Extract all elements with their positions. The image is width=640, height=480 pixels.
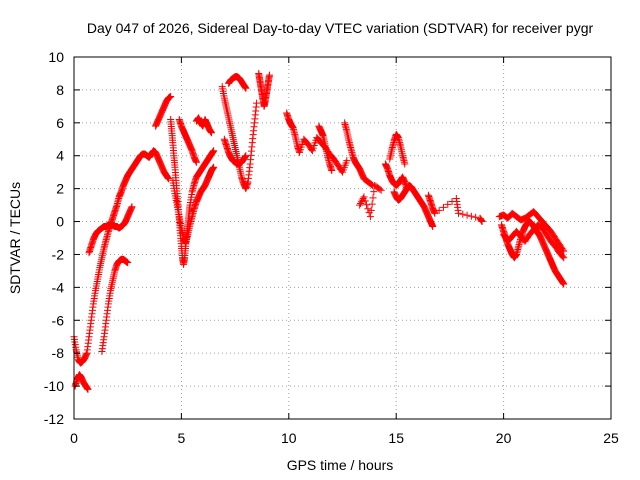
data-point [559, 253, 567, 261]
data-point [370, 188, 378, 196]
data-point [369, 194, 377, 202]
data-point [343, 157, 351, 165]
series-track-l [225, 73, 250, 92]
data-point [242, 152, 250, 160]
data-point [431, 209, 439, 217]
y-tick-label: 10 [48, 49, 64, 65]
series-track-t [390, 181, 437, 230]
x-axis-title: GPS time / hours [287, 457, 394, 473]
axis-ticks [73, 56, 612, 420]
data-point [560, 254, 568, 262]
x-tick-label: 20 [496, 430, 512, 446]
data-point [459, 210, 467, 218]
y-tick-label: 0 [56, 214, 64, 230]
data-point [358, 196, 366, 204]
data-point [356, 201, 364, 209]
data-point [210, 147, 218, 155]
series-track-k [220, 135, 250, 168]
data-point [328, 167, 336, 175]
data-point [560, 280, 568, 288]
y-tick-label: 6 [56, 115, 64, 131]
data-point [439, 203, 447, 211]
data-point [124, 259, 132, 267]
series-track-v [497, 218, 568, 288]
data-points [70, 69, 568, 393]
data-point [207, 129, 215, 137]
data-point [366, 213, 374, 221]
x-tick-label: 5 [178, 430, 186, 446]
data-point [478, 218, 486, 226]
data-point [454, 209, 462, 217]
data-point [210, 163, 218, 171]
data-point [84, 385, 92, 393]
series-track-j [218, 83, 261, 193]
series-track-b [71, 371, 92, 393]
data-point [128, 203, 136, 211]
x-tick-label: 0 [70, 430, 78, 446]
data-point [167, 92, 175, 100]
data-point [429, 222, 437, 230]
y-tick-labels: -12 -10 -8 -6 -4 -2 0 2 4 6 8 10 [44, 49, 64, 427]
data-point [444, 200, 452, 208]
data-point [360, 193, 368, 201]
x-tick-label: 25 [603, 430, 619, 446]
data-point [377, 186, 385, 194]
data-point [357, 199, 365, 207]
data-point [357, 198, 365, 206]
series-track-d [98, 255, 132, 356]
y-axis-title: SDTVAR / TECUs [7, 182, 23, 294]
series-track-u [424, 191, 486, 226]
y-tick-label: 8 [56, 82, 64, 98]
data-point [364, 205, 372, 213]
y-tick-label: -4 [52, 279, 65, 295]
series-track-p [341, 119, 377, 189]
data-point [467, 212, 475, 220]
y-tick-label: -10 [44, 378, 64, 394]
chart-title: Day 047 of 2026, Sidereal Day-to-day VTE… [87, 20, 594, 36]
data-point [242, 84, 250, 92]
series-track-g [169, 163, 218, 247]
data-point [308, 145, 316, 153]
y-tick-label: -2 [52, 246, 65, 262]
series-track-c [85, 203, 136, 257]
data-point [165, 175, 173, 183]
data-point [265, 71, 273, 79]
grid [74, 57, 611, 419]
series-track-w [495, 208, 568, 255]
data-point [368, 181, 376, 189]
y-tick-label: -6 [52, 312, 65, 328]
series-track-e [152, 92, 175, 130]
data-point [367, 206, 375, 214]
data-point [376, 185, 384, 193]
data-point [192, 158, 200, 166]
series-track-h [175, 116, 200, 166]
series-track-q [356, 181, 385, 221]
y-tick-label: 2 [56, 181, 64, 197]
data-point [363, 201, 371, 209]
series-track-s [386, 130, 409, 168]
data-point [367, 180, 375, 188]
data-point [401, 160, 409, 168]
x-tick-labels: 0 5 10 15 20 25 [70, 430, 619, 446]
series-track-i [192, 114, 215, 137]
series-track-m [255, 69, 273, 110]
data-point [435, 206, 443, 214]
series-track-r [381, 160, 411, 193]
data-point [368, 200, 376, 208]
y-tick-label: -12 [44, 411, 64, 427]
data-point [253, 99, 261, 107]
y-tick-label: -8 [52, 345, 65, 361]
plot-frame [73, 56, 612, 420]
series-track-x [500, 221, 568, 262]
x-tick-label: 15 [388, 430, 404, 446]
series-track-o [315, 122, 336, 175]
series-track-n [283, 109, 351, 176]
data-point [361, 197, 369, 205]
y-tick-label: 4 [56, 148, 64, 164]
data-point [472, 213, 480, 221]
data-point [463, 211, 471, 219]
x-tick-label: 10 [281, 430, 297, 446]
